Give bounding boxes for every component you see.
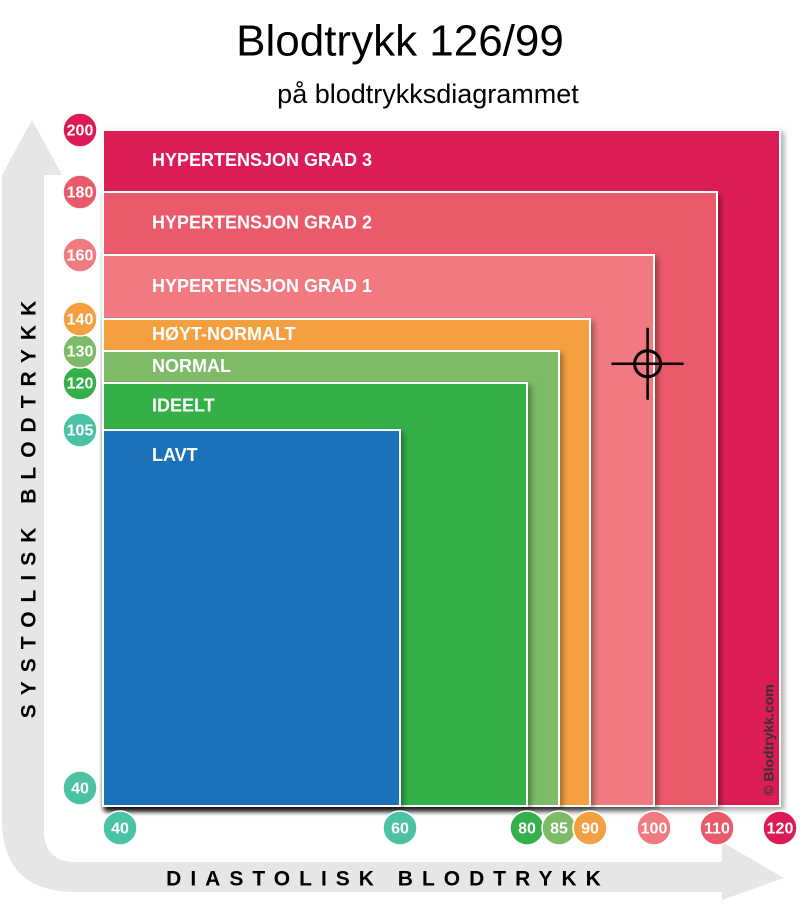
y-tick-label: 200	[67, 123, 94, 140]
y-tick	[62, 174, 98, 210]
chart-title: Blodtrykk 126/99	[236, 17, 564, 66]
y-tick-label: 105	[67, 423, 94, 440]
y-tick-label: 40	[71, 781, 89, 798]
y-tick	[62, 412, 98, 448]
x-tick-label: 120	[767, 821, 794, 838]
x-tick-label: 60	[391, 821, 409, 838]
x-tick	[102, 810, 138, 846]
zone-label: HYPERTENSJON GRAD 1	[152, 276, 372, 296]
x-tick-label: 90	[581, 821, 599, 838]
y-tick-label: 180	[67, 185, 94, 202]
x-tick	[382, 810, 418, 846]
x-tick	[572, 810, 608, 846]
x-tick-label: 110	[704, 821, 730, 838]
x-tick	[636, 810, 672, 846]
x-tick-label: 100	[641, 821, 668, 838]
y-tick-label: 140	[67, 312, 94, 329]
y-tick	[62, 112, 98, 148]
zone-label: HYPERTENSJON GRAD 2	[152, 212, 372, 232]
y-tick-label: 160	[67, 248, 94, 265]
y-axis-label: SYSTOLISK BLODTRYKK	[18, 292, 41, 719]
x-tick	[699, 810, 735, 846]
x-tick-label: 40	[111, 821, 129, 838]
y-tick-label: 120	[67, 376, 94, 393]
y-tick	[62, 770, 98, 806]
zone-label: HØYT-NORMALT	[152, 324, 296, 344]
credit: © Blodtrykk.com	[761, 684, 777, 795]
zone-label: LAVT	[152, 445, 198, 465]
x-axis-label: DIASTOLISK BLODTRYKK	[166, 868, 610, 891]
x-tick-label: 85	[550, 821, 568, 838]
x-tick	[762, 810, 798, 846]
zone-label: IDEELT	[152, 395, 215, 415]
x-tick-label: 80	[518, 821, 536, 838]
zone-label: HYPERTENSJON GRAD 3	[152, 150, 372, 170]
y-tick	[62, 237, 98, 273]
y-tick	[62, 301, 98, 337]
chart-subtitle: på blodtrykksdiagrammet	[277, 79, 579, 109]
zone-label: NORMAL	[152, 356, 231, 376]
y-tick-label: 130	[67, 344, 94, 361]
zone	[102, 429, 401, 807]
